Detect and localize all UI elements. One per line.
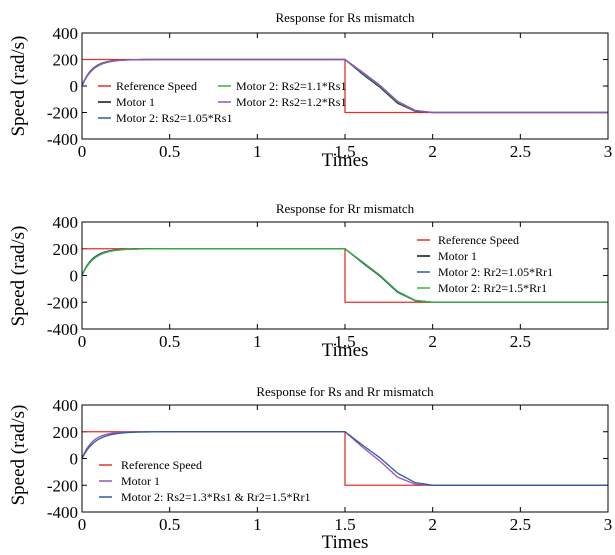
x-tick-label: 0.5 (159, 142, 180, 161)
panel-rr-mismatch: Response for Rr mismatch Speed (rad/s) T… (8, 201, 609, 361)
x-tick-label: 0 (78, 332, 87, 351)
y-tick-labels: 400 200 0 -200 -400 (47, 213, 608, 339)
legend-entry: Motor 2: Rr2=1.5*Rr1 (417, 281, 547, 295)
x-tick-label: 2 (428, 142, 437, 161)
x-tick-label: 3 (604, 515, 613, 534)
y-tick-label: 400 (53, 24, 79, 43)
y-tick-label: 200 (53, 423, 79, 442)
x-tick-labels: 0 0.5 1 1.5 2 2.5 3 (78, 33, 613, 161)
panel-rs-mismatch: Response for Rs mismatch Speed (rad/s) T… (8, 10, 612, 171)
x-tick-label: 2 (428, 332, 437, 351)
y-tick-label: -400 (47, 320, 78, 339)
y-tick-label: 200 (53, 51, 79, 70)
plot-area (81, 248, 608, 303)
x-tick-label: 1.5 (334, 332, 355, 351)
y-tick-label: 0 (70, 77, 79, 96)
legend-entry: Motor 2: Rs2=1.05*Rs1 (98, 111, 232, 125)
legend-label: Reference Speed (116, 79, 197, 93)
y-tick-label: -400 (47, 130, 78, 149)
y-tick-label: -400 (47, 503, 78, 522)
x-tick-label: 0.5 (159, 515, 180, 534)
y-tick-label: 400 (53, 213, 79, 232)
panel-title: Response for Rs mismatch (275, 10, 415, 25)
x-tick-label: 1 (253, 332, 262, 351)
legend-entry: Motor 2: Rr2=1.05*Rr1 (417, 265, 553, 279)
y-tick-label: 200 (53, 240, 79, 259)
x-axis-label: Times (322, 150, 369, 171)
legend: Reference Speed Motor 1 Motor 2: Rs2=1.0… (98, 79, 346, 125)
series-line (81, 248, 608, 303)
y-axis-label: Speed (rad/s) (8, 36, 29, 137)
plot-frame (81, 404, 609, 513)
legend-label: Motor 2: Rs2=1.3*Rs1 & Rr2=1.5*Rr1 (121, 490, 311, 504)
x-tick-label: 1 (253, 515, 262, 534)
panel-rs-rr-mismatch: Response for Rs and Rr mismatch Speed (r… (8, 384, 612, 553)
series-line (81, 431, 608, 486)
legend-label: Motor 1 (121, 474, 160, 488)
y-tick-labels: 400 200 0 -200 -400 (47, 396, 608, 522)
plot-frame (81, 32, 609, 140)
legend-label: Motor 1 (116, 95, 155, 109)
y-tick-label: 400 (53, 396, 79, 415)
x-tick-label: 2 (428, 515, 437, 534)
legend-label: Motor 2: Rr2=1.05*Rr1 (438, 265, 553, 279)
legend-label: Reference Speed (438, 233, 519, 247)
panel-title: Response for Rs and Rr mismatch (256, 384, 434, 399)
series-line (81, 58, 608, 114)
x-tick-label: 0.5 (159, 332, 180, 351)
legend-label: Motor 2: Rs2=1.1*Rs1 (236, 79, 346, 93)
x-tick-labels: 0 0.5 1 1.5 2 2.5 (78, 222, 531, 351)
x-tick-label: 1.5 (334, 142, 355, 161)
x-tick-label: 0 (78, 142, 87, 161)
x-tick-label: 2.5 (510, 332, 531, 351)
y-axis-label: Speed (rad/s) (8, 226, 29, 327)
x-tick-label: 3 (604, 142, 613, 161)
legend-entry: Reference Speed (99, 458, 202, 472)
y-tick-label: 0 (70, 450, 79, 469)
legend: Reference Speed Motor 1 Motor 2: Rr2=1.0… (417, 233, 553, 295)
legend-entry: Motor 2: Rs2=1.2*Rs1 (218, 95, 346, 109)
x-tick-label: 2.5 (510, 515, 531, 534)
plot-frame (81, 221, 609, 330)
legend-entry: Motor 1 (417, 249, 477, 263)
x-tick-labels: 0 0.5 1 1.5 2 2.5 3 (78, 405, 613, 534)
panel-title: Response for Rr mismatch (276, 201, 415, 216)
legend-entry: Motor 2: Rs2=1.1*Rs1 (218, 79, 346, 93)
plot-area (81, 431, 608, 486)
legend-entry: Motor 1 (98, 95, 155, 109)
y-tick-label: -200 (47, 104, 78, 123)
legend-entry: Motor 2: Rs2=1.3*Rs1 & Rr2=1.5*Rr1 (99, 490, 311, 504)
x-axis-label: Times (322, 532, 369, 553)
legend: Reference Speed Motor 1 Motor 2: Rs2=1.3… (99, 458, 311, 504)
y-tick-label: 0 (70, 267, 79, 286)
y-tick-label: -200 (47, 476, 78, 495)
legend-label: Motor 2: Rs2=1.2*Rs1 (236, 95, 346, 109)
y-tick-label: -200 (47, 293, 78, 312)
x-tick-label: 1.5 (334, 515, 355, 534)
legend-label: Motor 2: Rs2=1.05*Rs1 (116, 111, 232, 125)
legend-entry: Reference Speed (417, 233, 519, 247)
plot-area (81, 58, 608, 114)
legend-label: Motor 1 (438, 249, 477, 263)
x-tick-label: 1 (253, 142, 262, 161)
x-axis-label: Times (322, 340, 369, 361)
legend-entry: Motor 1 (99, 474, 160, 488)
x-tick-label: 0 (78, 515, 87, 534)
legend-label: Motor 2: Rr2=1.5*Rr1 (438, 281, 547, 295)
x-tick-label: 2.5 (510, 142, 531, 161)
legend-entry: Reference Speed (98, 79, 197, 93)
legend-label: Reference Speed (121, 458, 202, 472)
y-axis-label: Speed (rad/s) (8, 405, 29, 506)
